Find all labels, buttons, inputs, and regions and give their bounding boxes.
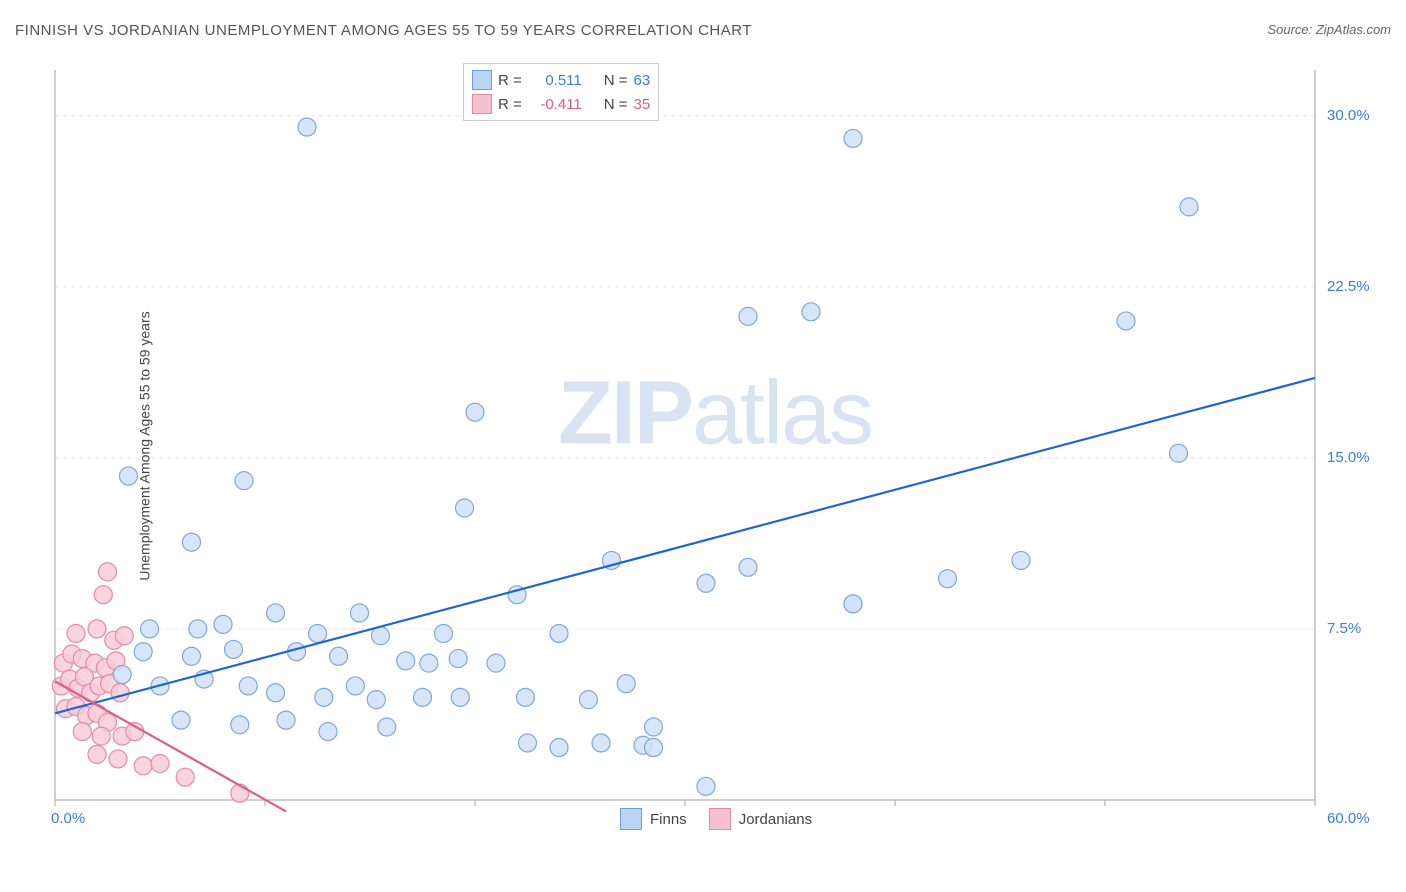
n-label: N = (604, 72, 628, 89)
stats-row: R = 0.511 N = 63 (472, 68, 650, 92)
legend-item: Finns (620, 808, 687, 830)
legend-swatch (620, 808, 642, 830)
series-legend: Finns Jordanians (620, 808, 812, 830)
r-label: R = (498, 72, 522, 89)
legend-label: Finns (650, 811, 687, 828)
legend-swatch (472, 94, 492, 114)
scatter-chart (45, 60, 1385, 830)
r-value: -0.411 (528, 96, 582, 113)
legend-label: Jordanians (739, 811, 812, 828)
y-tick-label: 22.5% (1327, 278, 1370, 295)
y-tick-label: 30.0% (1327, 107, 1370, 124)
chart-title: FINNISH VS JORDANIAN UNEMPLOYMENT AMONG … (15, 22, 752, 39)
x-axis-max-label: 60.0% (1327, 810, 1370, 827)
stats-row: R = -0.411 N = 35 (472, 92, 650, 116)
legend-swatch (709, 808, 731, 830)
plot-area: ZIPatlas R =0.511N =63R =-0.411N =35 7.5… (45, 60, 1385, 830)
r-value: 0.511 (528, 72, 582, 89)
n-label: N = (604, 96, 628, 113)
y-tick-label: 7.5% (1327, 620, 1361, 637)
r-label: R = (498, 96, 522, 113)
y-tick-label: 15.0% (1327, 449, 1370, 466)
legend-item: Jordanians (709, 808, 812, 830)
legend-swatch (472, 70, 492, 90)
stats-legend-box: R = 0.511 N = 63 R = -0.411 N = 35 (463, 63, 659, 121)
source-credit: Source: ZipAtlas.com (1267, 22, 1391, 37)
n-value: 35 (634, 96, 651, 113)
x-axis-min-label: 0.0% (51, 810, 85, 827)
n-value: 63 (634, 72, 651, 89)
